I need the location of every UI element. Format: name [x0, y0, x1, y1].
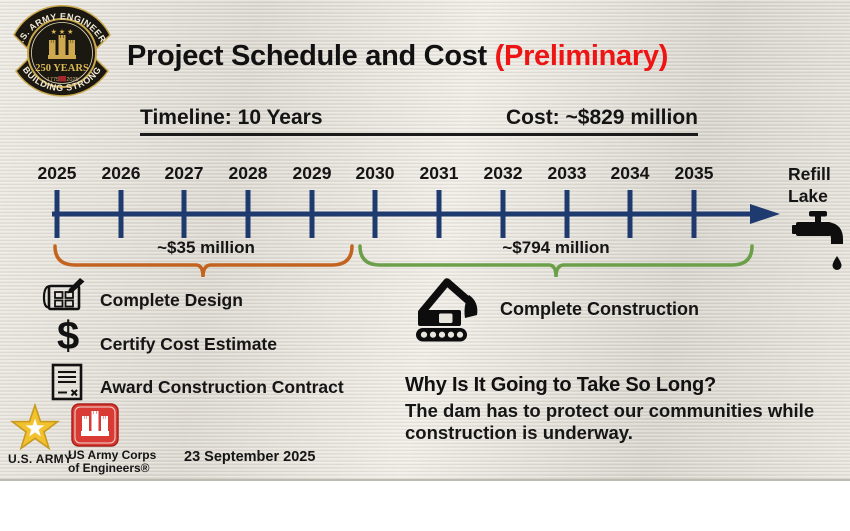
- title-main: Project Schedule and Cost: [127, 40, 495, 72]
- phase2-cost-label: ~$794 million: [502, 238, 610, 257]
- slide-background: U.S. ARMY ENGINEERS BUILDING STRONG ★ ★ …: [0, 0, 850, 481]
- badge-stars: ★ ★ ★: [51, 28, 74, 36]
- cost-summary: Cost: ~$829 million: [506, 106, 698, 129]
- timeline-arrowhead-icon: [750, 204, 780, 224]
- refill-lake-label: Refill Lake: [788, 164, 831, 206]
- phase-braces: [53, 244, 754, 278]
- phase2-brace: [358, 244, 754, 278]
- year-label-2029: 2029: [292, 163, 332, 183]
- blueprint-icon: [42, 278, 85, 311]
- year-label-2034: 2034: [610, 163, 650, 183]
- milestone-certify-cost: Certify Cost Estimate: [100, 334, 277, 354]
- pencil-icon: [67, 278, 85, 294]
- milestone-award-contract: Award Construction Contract: [100, 377, 344, 397]
- timeline-axis: [52, 190, 780, 238]
- usace-wordmark: US Army Corps of Engineers®: [68, 449, 156, 475]
- slide-date: 23 September 2025: [184, 449, 316, 465]
- excavator-icon: [416, 278, 478, 342]
- timeline-summary: Timeline: 10 Years: [140, 106, 323, 129]
- summary-line: Timeline: 10 Years Cost: ~$829 million: [140, 102, 698, 136]
- year-label-2032: 2032: [483, 163, 523, 183]
- title-preliminary: (Preliminary): [494, 40, 669, 72]
- contract-icon: [51, 363, 83, 401]
- page-title: Project Schedule and Cost (Preliminary): [127, 40, 842, 73]
- badge-flag-icon: [58, 76, 66, 82]
- army-star-icon: [9, 403, 61, 451]
- year-label-2031: 2031: [419, 163, 459, 183]
- badge-250-years: 250 YEARS: [35, 63, 89, 74]
- army-engineers-250-badge-icon: U.S. ARMY ENGINEERS BUILDING STRONG ★ ★ …: [6, 1, 111, 97]
- year-label-2025: 2025: [37, 163, 77, 183]
- phase1-cost-label: ~$35 million: [157, 238, 255, 257]
- year-label-2026: 2026: [101, 163, 141, 183]
- dollar-icon: $: [57, 314, 80, 358]
- why-callout: Why Is It Going to Take So Long? The dam…: [405, 374, 847, 444]
- usace-wordmark-line1: US Army Corps: [68, 448, 157, 462]
- complete-construction-label: Complete Construction: [500, 299, 700, 319]
- faucet-icon: [792, 211, 843, 270]
- usace-wordmark-line2: of Engineers®: [68, 460, 150, 475]
- badge-year-2025: 2025: [66, 77, 78, 83]
- castle-icon: [48, 35, 76, 59]
- callout-body: The dam has to protect our communities w…: [405, 400, 815, 444]
- year-label-2035: 2035: [674, 163, 714, 183]
- year-label-2030: 2030: [355, 163, 395, 183]
- year-label-2027: 2027: [164, 163, 204, 183]
- badge-year-1775: 1775: [47, 77, 59, 83]
- phase1-brace: [53, 244, 354, 278]
- callout-heading: Why Is It Going to Take So Long?: [405, 374, 716, 396]
- army-wordmark: U.S. ARMY: [8, 452, 73, 466]
- usace-castle-logo-icon: [71, 403, 119, 447]
- year-label-2028: 2028: [228, 163, 268, 183]
- milestone-complete-design: Complete Design: [100, 290, 243, 310]
- year-label-2033: 2033: [547, 163, 587, 183]
